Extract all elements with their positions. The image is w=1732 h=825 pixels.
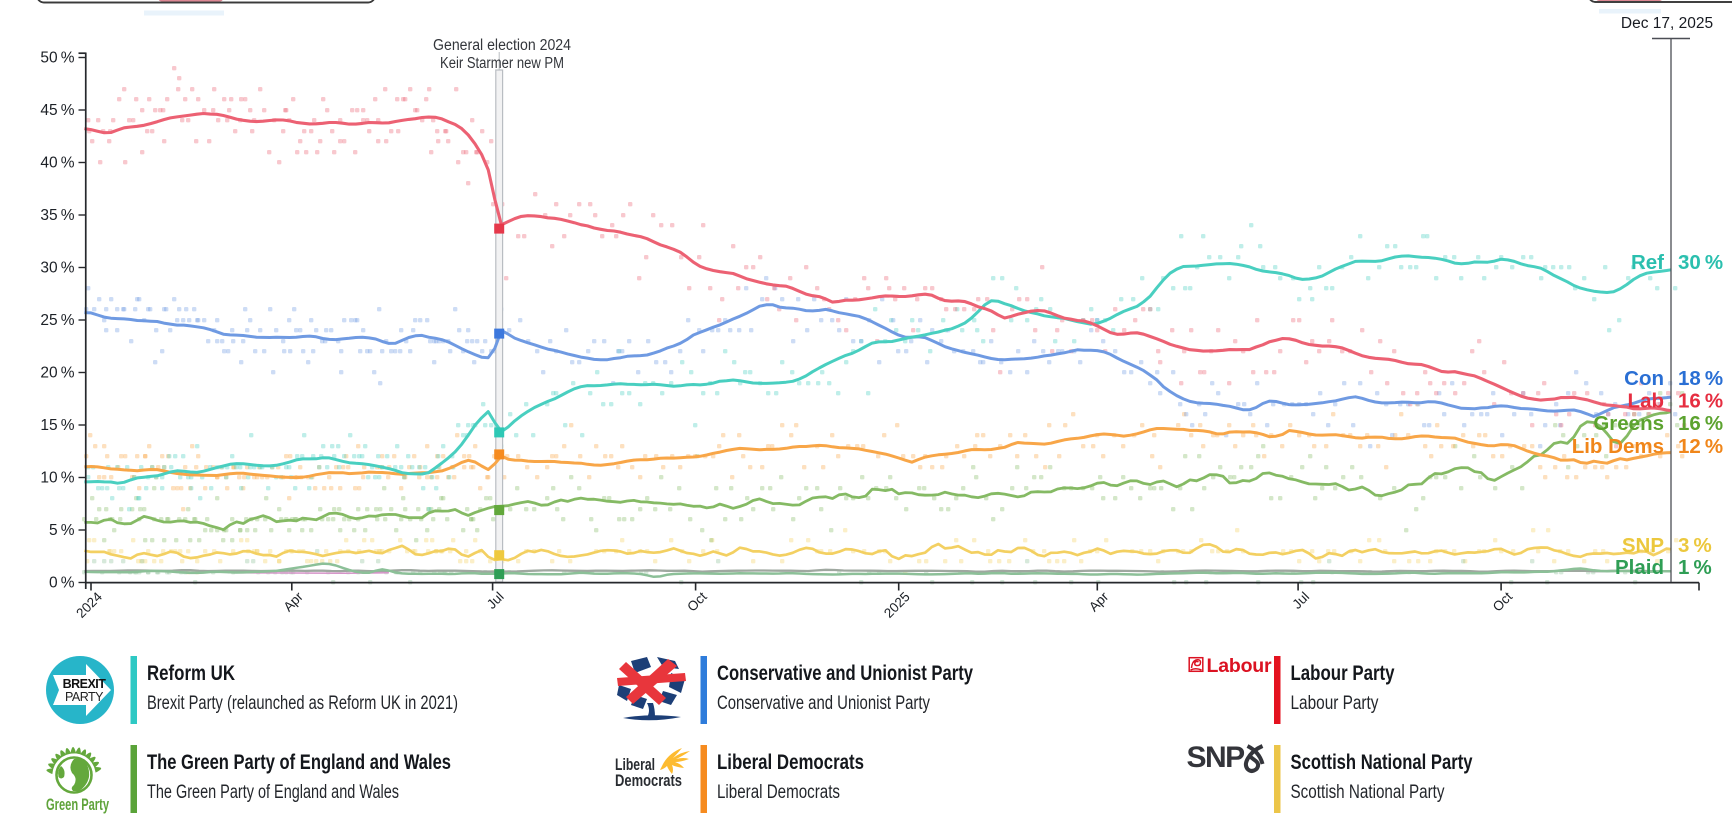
svg-text:Scottish National Party: Scottish National Party <box>1291 782 1445 803</box>
svg-text:5 %: 5 % <box>49 522 75 539</box>
svg-text:Greens: Greens <box>1593 412 1664 435</box>
svg-text:15 %: 15 % <box>40 417 74 434</box>
svg-text:Liberal Democrats: Liberal Democrats <box>717 751 864 774</box>
svg-text:1 %: 1 % <box>1678 556 1712 579</box>
svg-text:40 %: 40 % <box>40 155 74 172</box>
svg-text:Conservative and Unionist Part: Conservative and Unionist Party <box>717 662 973 685</box>
svg-text:20 %: 20 % <box>40 365 74 382</box>
svg-text:The Green Party of England and: The Green Party of England and Wales <box>147 782 399 803</box>
svg-text:Dec 17, 2025: Dec 17, 2025 <box>1621 15 1713 32</box>
svg-text:16 %: 16 % <box>1678 412 1723 435</box>
svg-text:Plaid: Plaid <box>1615 556 1664 579</box>
svg-text:18 %: 18 % <box>1678 367 1723 390</box>
svg-text:Scottish National Party: Scottish National Party <box>1291 751 1473 774</box>
svg-text:Green Party: Green Party <box>46 796 110 814</box>
svg-text:10 %: 10 % <box>40 470 74 487</box>
svg-text:SNP: SNP <box>1187 741 1245 774</box>
svg-text:Ref: Ref <box>1631 251 1664 274</box>
svg-text:3 %: 3 % <box>1678 534 1712 557</box>
svg-text:35 %: 35 % <box>40 207 74 224</box>
svg-text:Conservative and Unionist Part: Conservative and Unionist Party <box>717 693 930 714</box>
svg-text:PARTY: PARTY <box>65 690 104 704</box>
svg-text:Labour: Labour <box>1207 655 1272 677</box>
svg-text:The Green Party of England and: The Green Party of England and Wales <box>147 751 451 774</box>
svg-text:Keir Starmer new PM: Keir Starmer new PM <box>440 55 564 72</box>
svg-text:16 %: 16 % <box>1678 390 1723 413</box>
svg-text:BREXIT: BREXIT <box>63 677 107 691</box>
svg-text:0 %: 0 % <box>49 575 75 592</box>
svg-text:Labour Party: Labour Party <box>1291 662 1395 685</box>
svg-text:Con: Con <box>1624 367 1664 390</box>
svg-text:12 %: 12 % <box>1678 435 1723 458</box>
svg-text:25 %: 25 % <box>40 312 74 329</box>
svg-text:SNP: SNP <box>1622 534 1664 557</box>
svg-text:Lib Dems: Lib Dems <box>1572 435 1664 458</box>
svg-text:Liberal Democrats: Liberal Democrats <box>717 782 840 803</box>
svg-text:Reform UK: Reform UK <box>147 662 235 685</box>
svg-text:30 %: 30 % <box>1678 251 1723 274</box>
svg-text:Brexit Party (relaunched as Re: Brexit Party (relaunched as Reform UK in… <box>147 693 458 714</box>
svg-text:Lab: Lab <box>1628 390 1664 413</box>
svg-text:50 %: 50 % <box>40 50 74 67</box>
svg-text:30 %: 30 % <box>40 260 74 277</box>
svg-text:45 %: 45 % <box>40 102 74 119</box>
svg-text:General election 2024: General election 2024 <box>433 37 571 54</box>
svg-text:Labour Party: Labour Party <box>1291 693 1379 714</box>
